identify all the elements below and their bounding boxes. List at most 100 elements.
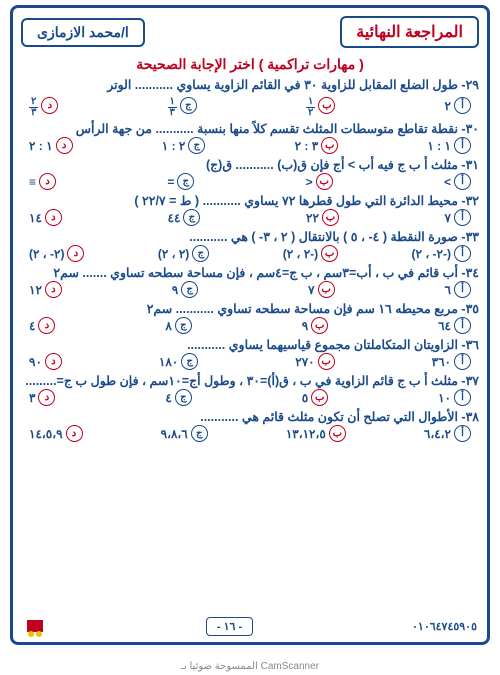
option: ٩،٨،٦ج	[161, 425, 208, 442]
question-text: ٣١- مثلث أ ب ج فيه أب > أج فإن ق(ب) ....…	[21, 157, 479, 172]
option-value: ١ : ٢	[29, 139, 53, 153]
option-letter-circle: د	[38, 317, 55, 334]
option: ١٤د	[29, 209, 62, 226]
option-letter-circle: ب	[316, 173, 333, 190]
option-letter-circle: د	[41, 97, 58, 114]
option: ١٤،٥،٩د	[29, 425, 83, 442]
option: ٢٢ب	[306, 209, 339, 226]
option: (٢- ، ٢-)أ	[412, 245, 471, 262]
option-value: ٩،٨،٦	[161, 427, 188, 441]
options-row: ١٠أ ٥ب ٤ج ٣د	[21, 389, 479, 406]
option: ٦٤أ	[438, 317, 471, 334]
subtitle: ( مهارات تراكمية ) اختر الإجابة الصحيحة	[21, 56, 479, 73]
option-letter-circle: أ	[454, 245, 471, 262]
option-value: ٨	[165, 319, 171, 333]
option-value: ٢٢	[306, 211, 319, 225]
option-value: ٣٦٠	[432, 355, 451, 369]
option-value: ١٢	[306, 93, 315, 118]
option-letter-circle: ب	[318, 353, 335, 370]
option-value: ٢٣	[29, 93, 38, 118]
question-text: ٣٣- صورة النقطة ( ٤- ، ٥ ) بالانتقال ( ٢…	[21, 229, 479, 244]
question-text: ٣٧- مثلث أ ب ج قائم الزاوية في ب ، ق(أ)=…	[21, 373, 479, 388]
options-row: ٧أ٢٢ب٤٤ج١٤د	[21, 209, 479, 226]
question-text: ٣٦- الزاويتان المتكاملتان مجموع قياسيهما…	[21, 337, 479, 352]
option-letter-circle: د	[45, 209, 62, 226]
option-value: ١٤	[29, 211, 42, 225]
option-letter-circle: د	[45, 353, 62, 370]
question-text: ٣٨- الأطوال التي تصلح أن تكون مثلث قائم …	[21, 409, 479, 424]
option-letter-circle: أ	[454, 97, 471, 114]
option-value: ٤	[165, 391, 171, 405]
option-letter-circle: د	[39, 173, 56, 190]
option-letter-circle: ج	[192, 245, 209, 262]
option: ٩ب	[302, 317, 328, 334]
option: ١٣،١٢،٥ب	[286, 425, 346, 442]
option: ≡د	[29, 173, 56, 190]
header: المراجعة النهائية ا/محمد الازمازى	[21, 16, 479, 48]
option-letter-circle: ب	[311, 317, 328, 334]
option-letter-circle: ج	[175, 389, 192, 406]
option-value: ٧	[308, 283, 314, 297]
option-letter-circle: ج	[183, 209, 200, 226]
option-letter-circle: أ	[454, 209, 471, 226]
option-value: ٢٧٠	[295, 355, 314, 369]
option-value: ١٣	[168, 93, 177, 118]
phone-number: ٠١٠٦٤٧٤٥٩٠٥	[412, 620, 477, 633]
mascot-icon	[23, 614, 47, 638]
option-letter-circle: ب	[329, 425, 346, 442]
option: ٤ج	[165, 389, 191, 406]
option-value: ٦٤	[438, 319, 451, 333]
option: ٦أ	[445, 281, 471, 298]
questions-container: ٢٩- طول الضلع المقابل للزاوية ٣٠ في القا…	[21, 77, 479, 442]
option-value: ١٣،١٢،٥	[286, 427, 326, 441]
option-letter-circle: أ	[454, 173, 471, 190]
option-letter-circle: ج	[175, 317, 192, 334]
option-letter-circle: ب	[318, 281, 335, 298]
option: ٣د	[29, 389, 55, 406]
option-value: (٢- ، ٢)	[29, 247, 64, 261]
option: <أ	[444, 173, 471, 190]
option: ١٠أ	[438, 389, 471, 406]
option-letter-circle: ج	[181, 353, 198, 370]
question-text: ٢٩- طول الضلع المقابل للزاوية ٣٠ في القا…	[21, 77, 479, 92]
option: ٣٦٠أ	[432, 353, 471, 370]
options-row: <أ>ب=ج≡د	[21, 173, 479, 190]
footer: ٠١٠٦٤٧٤٥٩٠٥ - ١٦ -	[13, 614, 487, 638]
option-value: ١٠	[438, 391, 451, 405]
option-value: ٢ : ١	[162, 139, 186, 153]
option: (٢- ، ٢)د	[29, 245, 84, 262]
option-letter-circle: أ	[454, 353, 471, 370]
option: ٢٧٠ ب	[295, 353, 334, 370]
option-value: ١٨٠	[159, 355, 178, 369]
option-value: ٩	[172, 283, 178, 297]
option: ٤٤ج	[168, 209, 201, 226]
option: ١٢د	[29, 281, 62, 298]
option: ١٣ج	[168, 93, 197, 118]
option-value: (٢ ، ٢-)	[283, 247, 318, 261]
option-value: ٥	[302, 391, 308, 405]
options-row: ٣٦٠أ ٢٧٠ ب ١٨٠ج ٩٠د	[21, 353, 479, 370]
option-letter-circle: ب	[322, 209, 339, 226]
option: =ج	[167, 173, 194, 190]
option-value: ٩٠	[29, 355, 42, 369]
option: ٢ : ١ج	[162, 137, 206, 154]
option-letter-circle: د	[66, 425, 83, 442]
option-value: ٦،٤،٢	[424, 427, 451, 441]
option-value: ٣	[29, 391, 35, 405]
option: ٢أ	[445, 97, 471, 114]
option-letter-circle: ج	[188, 137, 205, 154]
option-letter-circle: أ	[454, 317, 471, 334]
option-letter-circle: أ	[454, 389, 471, 406]
option-letter-circle: د	[45, 281, 62, 298]
option-value: ١٢	[29, 283, 42, 297]
option-letter-circle: ج	[177, 173, 194, 190]
page-frame: المراجعة النهائية ا/محمد الازمازى ( مهار…	[10, 5, 490, 645]
option-letter-circle: أ	[454, 425, 471, 442]
option-letter-circle: ب	[311, 389, 328, 406]
option: ١ : ١أ	[427, 137, 471, 154]
option: (٢ ، ٢-)ب	[283, 245, 338, 262]
option-letter-circle: ب	[321, 137, 338, 154]
option-value: <	[444, 175, 451, 189]
option-letter-circle: ج	[180, 97, 197, 114]
option-letter-circle: أ	[454, 137, 471, 154]
